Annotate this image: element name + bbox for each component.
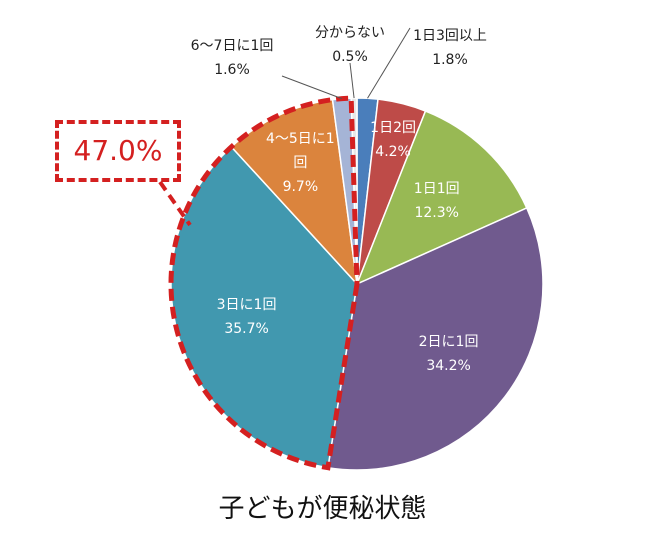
slice-name: 3日に1回 <box>216 297 277 314</box>
slice-name: 6～7日に1回 <box>190 38 274 54</box>
slice-value: 9.7% <box>282 178 319 195</box>
slice-label: 3日に1回 35.7% <box>199 293 295 341</box>
leader-line <box>281 75 343 100</box>
slice-name: 4～5日に1回 <box>265 130 335 171</box>
highlight-outline <box>168 95 360 471</box>
slice-value: 1.8% <box>432 52 468 68</box>
slice-label: 6～7日に1回 1.6% <box>184 34 280 82</box>
annotation-connector <box>158 180 192 227</box>
slice-label: 1日3回以上 1.8% <box>402 24 498 72</box>
slice-name: 分からない <box>315 25 385 41</box>
slice-label: 1日2回 4.2% <box>345 116 441 164</box>
slice-name: 2日に1回 <box>418 334 479 351</box>
slice-value: 35.7% <box>224 321 269 338</box>
slice-label: 分からない 0.5% <box>302 21 398 69</box>
slice-label: 1日1回 12.3% <box>389 177 485 225</box>
slice-name: 1日2回 <box>370 119 416 136</box>
slice-value: 4.2% <box>375 143 411 160</box>
leader-line <box>367 27 411 99</box>
pie-slice <box>327 206 544 471</box>
annotation: 47.0% <box>55 120 181 182</box>
slice-label: 4～5日に1回 9.7% <box>261 127 339 199</box>
slice-value: 12.3% <box>414 204 459 221</box>
slice-value: 1.6% <box>214 62 250 78</box>
slice-name: 1日3回以上 <box>413 28 487 44</box>
slice-label: 2日に1回 34.2% <box>401 330 497 378</box>
slice-name: 1日1回 <box>413 180 460 197</box>
pie-slice <box>355 110 528 286</box>
slice-value: 0.5% <box>332 49 368 65</box>
slice-value: 34.2% <box>426 358 471 375</box>
leader-line <box>349 62 355 99</box>
chart-title: 子どもが便秘状態 <box>218 494 427 524</box>
